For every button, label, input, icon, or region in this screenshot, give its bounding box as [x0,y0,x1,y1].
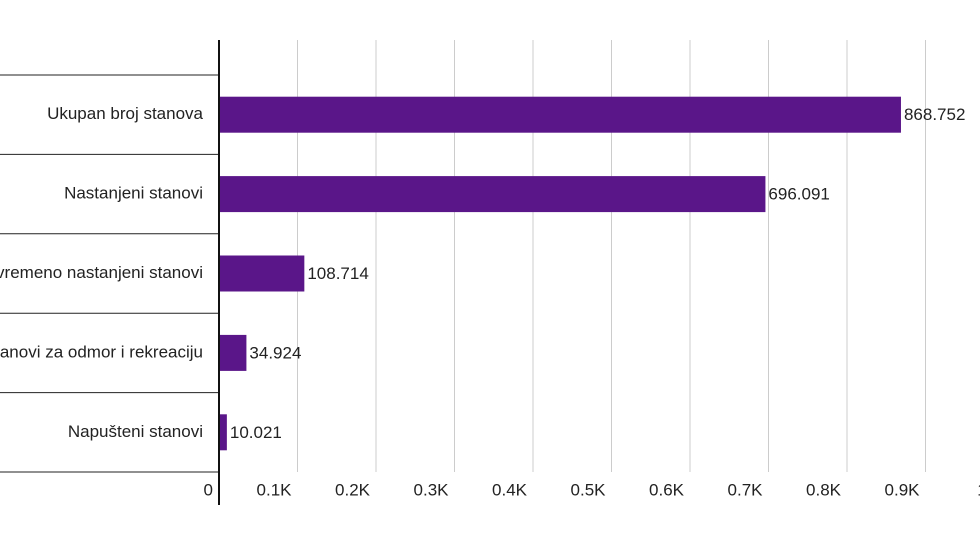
x-tick-label: 0.8K [806,480,842,499]
x-tick-label: 0.2K [335,480,371,499]
value-label: 868.752 [904,105,965,124]
bar [219,414,227,451]
x-tick-label: 0.9K [885,480,921,499]
x-tick-label: 0 [204,480,213,499]
x-tick-label: 0.5K [571,480,607,499]
x-tick-label: 0.7K [728,480,764,499]
bar [219,255,305,292]
y-tick-label: Nastanjeni stanovi [64,184,203,203]
bar [219,176,766,213]
bar [219,334,247,371]
bar [219,96,901,133]
value-label: 108.714 [307,264,368,283]
y-tick-label: Privremeno nastanjeni stanovi [0,263,203,282]
y-tick-label: Napušteni stanovi [68,422,203,441]
x-tick-label: 0.1K [257,480,293,499]
y-tick-label: Ukupan broj stanova [47,104,203,123]
x-tick-label: 0.3K [414,480,450,499]
value-label: 10.021 [230,423,282,442]
x-tick-label: 1K [977,480,980,499]
x-tick-label: 0.4K [492,480,528,499]
value-label: 696.091 [768,185,829,204]
value-label: 34.924 [249,343,301,362]
y-tick-label: Stanovi za odmor i rekreaciju [0,342,203,361]
x-tick-label: 0.6K [649,480,685,499]
